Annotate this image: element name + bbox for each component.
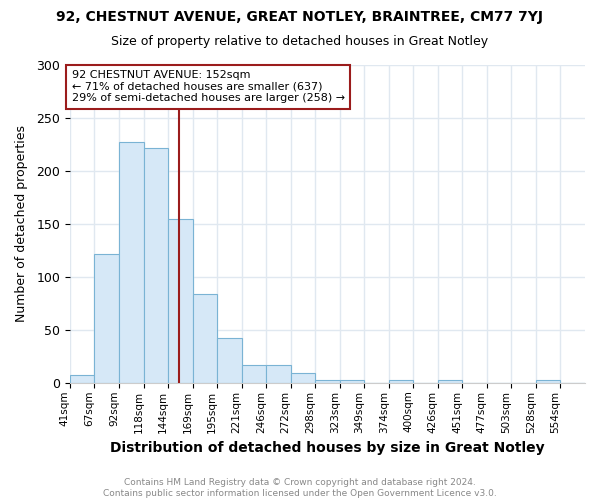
Bar [242, 365, 266, 383]
Bar [193, 294, 217, 383]
Bar [119, 142, 143, 383]
Bar [536, 380, 560, 383]
Bar [290, 374, 315, 383]
Text: Size of property relative to detached houses in Great Notley: Size of property relative to detached ho… [112, 35, 488, 48]
Text: 92 CHESTNUT AVENUE: 152sqm
← 71% of detached houses are smaller (637)
29% of sem: 92 CHESTNUT AVENUE: 152sqm ← 71% of deta… [72, 70, 345, 104]
Bar [389, 380, 413, 383]
Y-axis label: Number of detached properties: Number of detached properties [15, 126, 28, 322]
Text: Contains HM Land Registry data © Crown copyright and database right 2024.
Contai: Contains HM Land Registry data © Crown c… [103, 478, 497, 498]
Bar [143, 148, 168, 383]
Bar [340, 380, 364, 383]
Bar [266, 365, 290, 383]
Bar [168, 218, 193, 383]
X-axis label: Distribution of detached houses by size in Great Notley: Distribution of detached houses by size … [110, 441, 545, 455]
Bar [94, 254, 119, 383]
Bar [217, 338, 242, 383]
Bar [70, 376, 94, 383]
Bar [315, 380, 340, 383]
Text: 92, CHESTNUT AVENUE, GREAT NOTLEY, BRAINTREE, CM77 7YJ: 92, CHESTNUT AVENUE, GREAT NOTLEY, BRAIN… [56, 10, 544, 24]
Bar [438, 380, 463, 383]
